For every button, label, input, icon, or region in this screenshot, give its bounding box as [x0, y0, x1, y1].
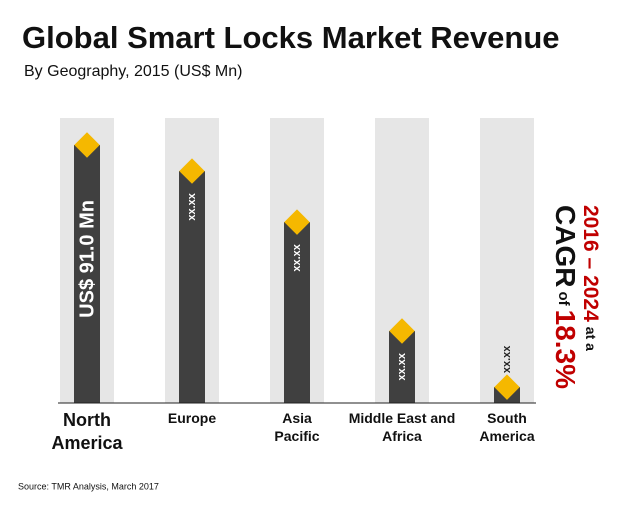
- x-tick-label: South America: [479, 410, 535, 444]
- cagr-value: CAGR of 18.3%: [550, 205, 581, 389]
- cagr-period-text: 2016 – 2024: [579, 205, 602, 322]
- value-label: xx.xx: [396, 352, 408, 380]
- x-tick-label: Europe: [167, 410, 217, 426]
- x-tick-label: Middle East and Africa: [348, 410, 456, 444]
- cagr-connector: at a: [583, 327, 599, 351]
- x-tick-label: Asia Pacific: [274, 410, 320, 444]
- source: Source: TMR Analysis, March 2017: [18, 481, 159, 491]
- value-label: xx.xx: [501, 345, 513, 373]
- bar: [284, 222, 310, 403]
- x-tick-label: North America: [51, 410, 123, 453]
- value-label: xx.xx: [291, 243, 303, 271]
- bar-track: [480, 118, 534, 403]
- cagr-number: 18.3%: [550, 310, 581, 389]
- chart-subtitle: By Geography, 2015 (US$ Mn): [24, 63, 242, 80]
- chart-title: Global Smart Locks Market Revenue: [22, 20, 560, 55]
- cagr-of: of: [555, 291, 572, 306]
- bar-marker: [389, 318, 415, 344]
- cagr-label: CAGR: [550, 205, 581, 287]
- value-label: US$ 91.0 Mn: [76, 200, 98, 318]
- bar: [179, 171, 205, 403]
- bar: [74, 145, 100, 403]
- bar-marker: [284, 209, 310, 235]
- bar-marker: [494, 374, 520, 400]
- value-label: xx.xx: [186, 192, 198, 220]
- cagr-period: 2016 – 2024 at a: [579, 205, 602, 351]
